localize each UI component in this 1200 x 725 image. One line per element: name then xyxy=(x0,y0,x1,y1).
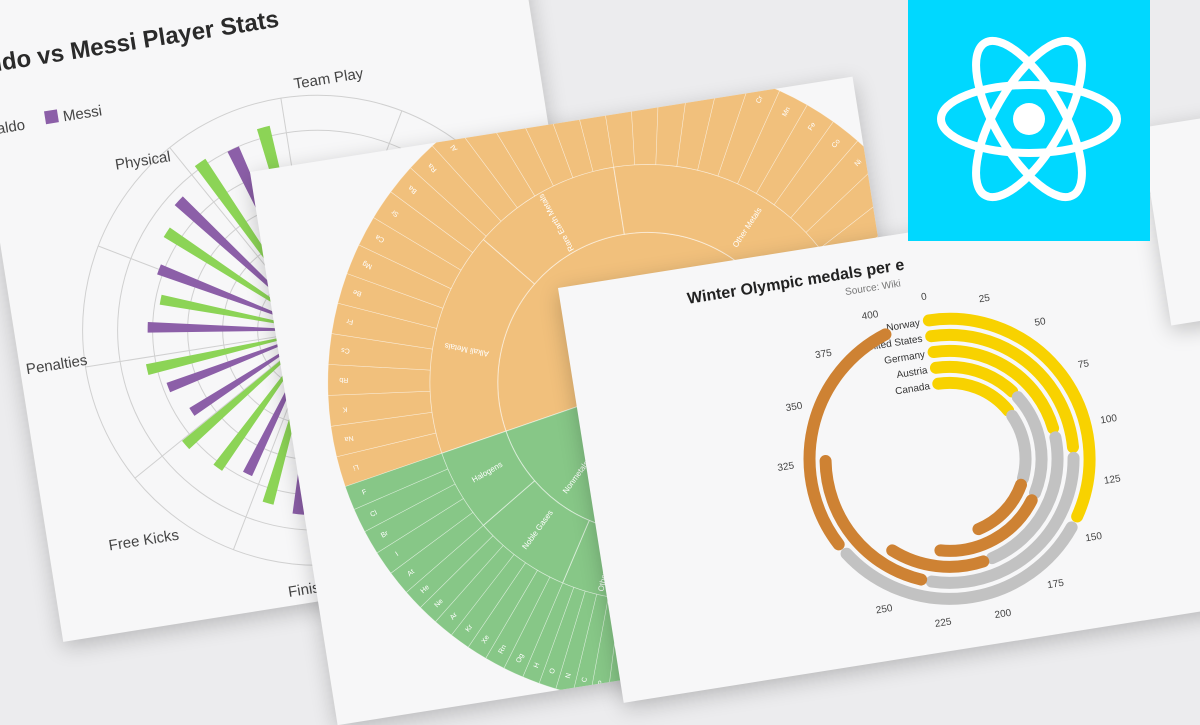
sunburst-element-label: Ar xyxy=(449,611,459,621)
radial-bar-segment xyxy=(803,328,892,551)
polar-grid-spoke xyxy=(134,348,295,479)
sunburst-element-label: Zn xyxy=(891,203,902,213)
sunburst-element-label: F xyxy=(361,489,368,497)
radial-bar-segment xyxy=(1011,391,1048,499)
polar-bar xyxy=(157,264,294,322)
polar-grid-spoke xyxy=(85,334,289,368)
sunburst-element-label: Ra xyxy=(427,162,438,173)
radial-tick-label: 200 xyxy=(994,608,1013,622)
radial-bar-segment xyxy=(932,376,1015,417)
sunburst-element-label: Pb xyxy=(582,80,591,90)
sunburst-element-label: Li xyxy=(352,463,360,471)
radial-tick-label: 325 xyxy=(777,460,796,474)
sunburst-element-label: Co xyxy=(831,138,842,149)
radial-tick-label: 175 xyxy=(1046,578,1065,592)
polar-bar xyxy=(163,227,297,317)
radial-bar-segment xyxy=(886,544,990,573)
radial-bar-segment xyxy=(929,360,1019,398)
radial-tick-label: 250 xyxy=(875,603,894,617)
radial-bar-segment xyxy=(925,451,1080,589)
radial-tick-label: 0 xyxy=(920,291,928,303)
radial-tick-label: 150 xyxy=(1085,531,1104,545)
sunburst-element-label: Kr xyxy=(465,623,475,633)
sunburst-element-label: Ne xyxy=(434,598,445,609)
legend-messi-swatch xyxy=(44,109,59,125)
sunburst-element-label: Ni xyxy=(854,158,864,168)
sunburst-element-label: Ti xyxy=(699,80,707,87)
sunburst-element-label: Al xyxy=(450,143,460,153)
sunburst-element-label: Cr xyxy=(755,94,764,104)
radial-bar-segment xyxy=(925,328,1079,454)
sunburst-element-label: Bi xyxy=(611,77,619,84)
sunburst-element-label: Sc xyxy=(670,77,678,84)
polar-bar xyxy=(159,294,293,327)
radial-tick-label: 25 xyxy=(978,293,991,306)
polar-bar xyxy=(145,335,293,375)
sunburst-element-label: Cl xyxy=(369,509,378,518)
radial-tick-label: 50 xyxy=(1034,316,1047,329)
radial-bar-segment xyxy=(986,431,1064,565)
radial-bar-segment xyxy=(922,312,1096,523)
sunburst-element-label: Tl xyxy=(553,88,562,96)
sunburst-element-label: Br xyxy=(380,530,390,540)
radial-bar-segment xyxy=(1006,409,1032,485)
sunburst-element-label: Sr xyxy=(390,208,400,218)
player-stats-title: aldo vs Messi Player Stats xyxy=(0,6,281,80)
react-badge xyxy=(908,0,1150,241)
sunburst-element-label: Cu xyxy=(873,179,884,190)
sunburst-element-label: Be xyxy=(352,288,362,297)
radial-axis-ticks: 0 25 50 75 100 125 150 175 200 225 250 325 350 375 400 xyxy=(777,291,1122,630)
radial-bars xyxy=(803,312,1096,605)
axis-label-free-kicks: Free Kicks xyxy=(107,527,180,555)
sunburst-element-label: Na xyxy=(344,434,354,443)
radial-tick-label: 375 xyxy=(814,348,833,362)
sunburst-element-label: Ca xyxy=(374,233,385,243)
radial-tick-label: 75 xyxy=(1077,358,1090,371)
sunburst-element-label: Rb xyxy=(339,376,348,383)
sunburst-element-label: K xyxy=(342,405,348,412)
radial-tick-label: 350 xyxy=(785,401,804,415)
polar-bar xyxy=(166,338,294,393)
sunburst-element-label: Fr xyxy=(345,317,354,325)
polar-bar xyxy=(182,346,299,450)
sunburst-element-cell xyxy=(344,452,449,510)
polar-bar xyxy=(147,321,292,333)
radial-bar-segment xyxy=(927,344,1060,435)
react-atom-icon xyxy=(937,36,1121,202)
axis-label-team-play: Team Play xyxy=(293,65,365,93)
olympic-medals-card: Winter Olympic medals per e Source: Wiki… xyxy=(558,178,1200,703)
sunburst-element-label: Po xyxy=(641,77,648,83)
legend-messi-label: Messi xyxy=(62,102,103,125)
radial-tick-label: 400 xyxy=(861,309,880,323)
sunburst-element-label: V xyxy=(728,87,736,94)
country-label: Austria xyxy=(896,365,929,381)
radial-tick-label: 100 xyxy=(1100,413,1119,427)
country-label: Germany xyxy=(884,349,926,366)
radial-tick-label: 125 xyxy=(1103,473,1122,487)
sunburst-element-label: Cs xyxy=(340,346,350,354)
radial-bar-segment xyxy=(819,455,928,586)
olympic-medals-chart: Winter Olympic medals per e Source: Wiki… xyxy=(686,257,1122,630)
sunburst-element-label: He xyxy=(420,584,431,595)
radial-bar-segment xyxy=(972,478,1027,536)
polar-bar xyxy=(189,343,297,416)
sunburst-element-label: I xyxy=(394,551,400,558)
sunburst-element-label: Ba xyxy=(407,184,418,195)
axis-label-physical: Physical xyxy=(114,148,172,174)
sunburst-element-label: Mn xyxy=(781,106,792,118)
legend-ronaldo-label: onaldo xyxy=(0,117,26,141)
country-label: Norway xyxy=(886,318,921,334)
radial-tick-label: 225 xyxy=(934,616,953,630)
radial-bar-segment xyxy=(840,521,1078,605)
country-label: Canada xyxy=(895,381,932,397)
polar-bar xyxy=(213,350,304,471)
radial-bar-segment xyxy=(934,494,1038,557)
sunburst-element-label: At xyxy=(406,568,416,578)
axis-label-penalties: Penalties xyxy=(25,352,89,378)
sunburst-element-label: Mg xyxy=(362,260,374,270)
sunburst-element-label: Fe xyxy=(807,121,817,132)
